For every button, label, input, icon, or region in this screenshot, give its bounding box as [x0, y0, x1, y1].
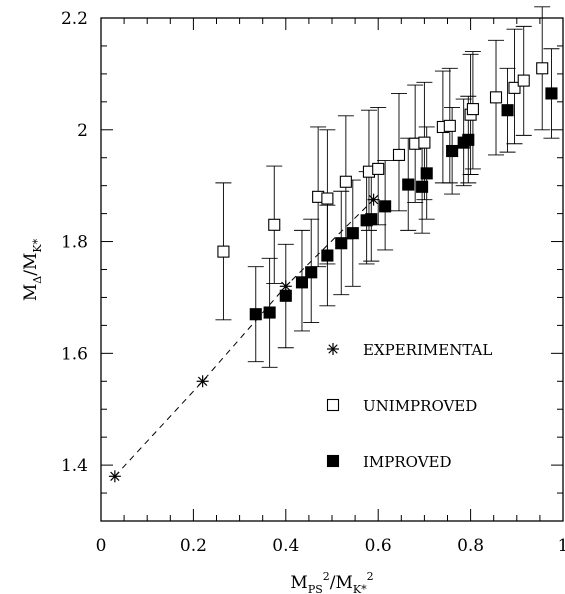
- improved-point: [546, 88, 557, 99]
- experimental-point: [197, 375, 209, 387]
- unimproved-point: [269, 219, 280, 230]
- x-tick-label: 0.6: [365, 536, 392, 556]
- x-tick-label: 0: [96, 536, 107, 556]
- improved-point: [366, 214, 377, 225]
- improved-point: [403, 179, 414, 190]
- experimental-point: [109, 470, 121, 482]
- improved-point: [296, 277, 307, 288]
- improved-point: [447, 146, 458, 157]
- x-tick-label: 0.8: [457, 536, 484, 556]
- improved-point: [421, 168, 432, 179]
- improved-point: [264, 307, 275, 318]
- legend-label: EXPERIMENTAL: [363, 341, 492, 359]
- y-tick-label: 1.4: [61, 456, 88, 476]
- unimproved-point: [393, 149, 404, 160]
- improved-point: [306, 267, 317, 278]
- experimental-line: [115, 200, 374, 477]
- unimproved-point: [518, 75, 529, 86]
- improved-point: [250, 309, 261, 320]
- unimproved-point: [491, 92, 502, 103]
- data-markers: [109, 63, 557, 482]
- unimproved-point: [419, 137, 430, 148]
- legend-unimproved-marker: [328, 400, 339, 411]
- legend-label: IMPROVED: [363, 453, 452, 471]
- unimproved-point: [537, 63, 548, 74]
- y-tick-label: 1.8: [61, 233, 88, 253]
- improved-point: [347, 228, 358, 239]
- improved-point: [502, 105, 513, 116]
- improved-point: [280, 290, 291, 301]
- experimental-dashed-line: [115, 200, 374, 477]
- unimproved-point: [218, 246, 229, 257]
- y-tick-label: 1.6: [61, 344, 88, 364]
- improved-point: [380, 201, 391, 212]
- unimproved-point: [322, 193, 333, 204]
- improved-point: [336, 238, 347, 249]
- y-tick-label: 2.2: [61, 9, 88, 29]
- x-axis-label: MPS2/MK*2: [290, 570, 373, 594]
- experimental-point: [368, 194, 380, 206]
- improved-point: [322, 250, 333, 261]
- y-tick-label: 2: [77, 121, 88, 141]
- improved-point: [463, 134, 474, 145]
- legend: EXPERIMENTAL UNIMPROVED IMPROVED: [327, 341, 492, 471]
- x-tick-label: 1: [558, 536, 565, 556]
- unimproved-point: [444, 120, 455, 131]
- unimproved-point: [373, 163, 384, 174]
- tick-labels: 0 0.2 0.4 0.6 0.8 1 1.4 1.6 1.8 2 2.2: [61, 9, 565, 556]
- legend-label: UNIMPROVED: [363, 397, 477, 415]
- improved-point: [417, 181, 428, 192]
- unimproved-point: [467, 104, 478, 115]
- y-axis-label: MΔ/MK*: [21, 238, 44, 301]
- legend-improved-marker: [328, 456, 339, 467]
- x-tick-label: 0.2: [180, 536, 207, 556]
- unimproved-point: [340, 176, 351, 187]
- x-tick-label: 0.4: [272, 536, 299, 556]
- legend-experimental-marker: [327, 343, 339, 355]
